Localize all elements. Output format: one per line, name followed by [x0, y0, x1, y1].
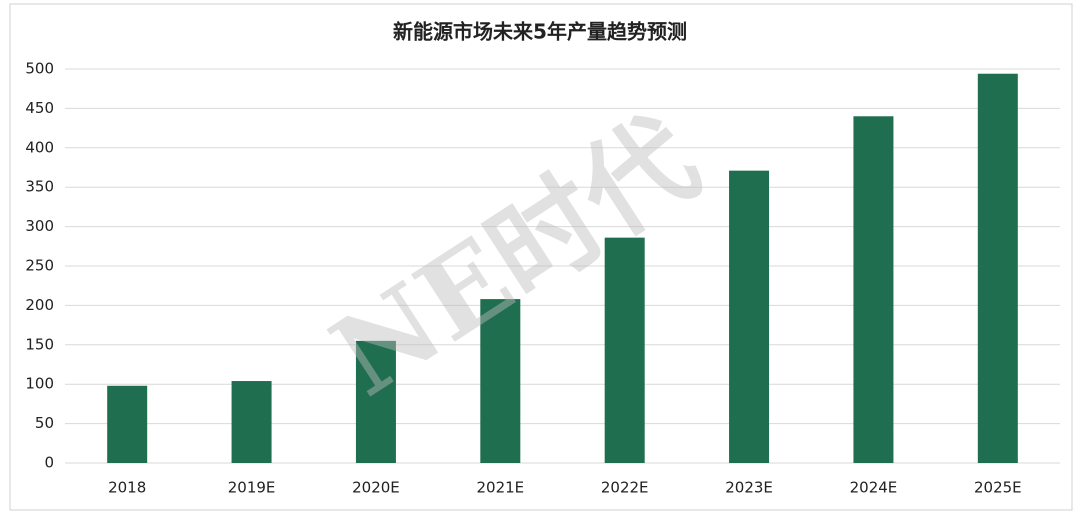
y-tick-label: 350 — [25, 178, 54, 196]
x-tick-label: 2018 — [108, 479, 146, 497]
bar — [231, 381, 272, 463]
bar — [107, 385, 148, 463]
y-tick-label: 500 — [25, 60, 54, 78]
x-tick-label: 2021E — [476, 479, 524, 497]
x-tick-label: 2019E — [228, 479, 276, 497]
y-tick-label: 200 — [25, 296, 54, 314]
y-tick-label: 50 — [35, 414, 54, 432]
y-tick-label: 400 — [25, 138, 54, 156]
bar — [604, 237, 645, 463]
bar — [480, 299, 521, 463]
x-tick-label: 2025E — [974, 479, 1022, 497]
x-tick-label: 2020E — [352, 479, 400, 497]
chart-title: 新能源市场未来5年产量趋势预测 — [393, 20, 687, 44]
y-tick-label: 250 — [25, 257, 54, 275]
y-tick-label: 150 — [25, 335, 54, 353]
chart-frame — [9, 3, 1073, 511]
bar — [355, 340, 396, 463]
y-tick-label: 100 — [25, 375, 54, 393]
bar — [853, 116, 894, 463]
x-tick-label: 2024E — [850, 479, 898, 497]
x-tick-label: 2022E — [601, 479, 649, 497]
y-tick-label: 450 — [25, 99, 54, 117]
bar — [729, 170, 770, 464]
y-tick-label: 300 — [25, 217, 54, 235]
x-tick-label: 2023E — [725, 479, 773, 497]
bar — [977, 73, 1018, 463]
y-tick-label: 0 — [44, 454, 54, 472]
